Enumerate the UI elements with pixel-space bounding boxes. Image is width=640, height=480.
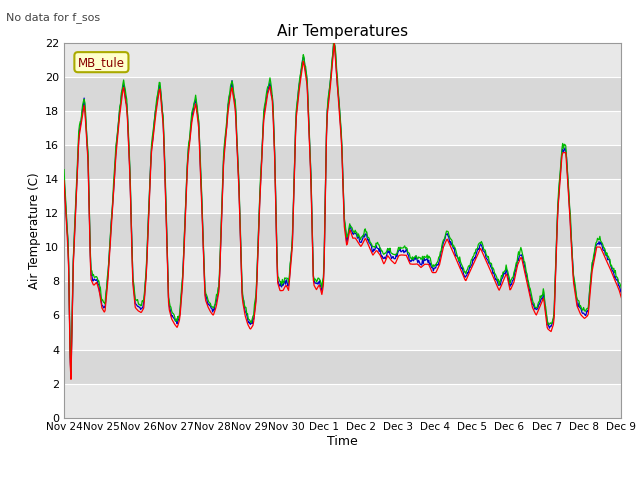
Bar [64, 43, 621, 77]
Bar [64, 315, 621, 349]
Bar [64, 384, 621, 418]
Bar [64, 281, 621, 315]
Bar [64, 349, 621, 384]
X-axis label: Time: Time [327, 435, 358, 448]
Y-axis label: Air Temperature (C): Air Temperature (C) [28, 172, 41, 288]
Text: No data for f_sos: No data for f_sos [6, 12, 100, 23]
Text: MB_tule: MB_tule [78, 56, 125, 69]
Bar [64, 111, 621, 145]
Bar [64, 77, 621, 111]
Bar [64, 247, 621, 281]
Bar [64, 180, 621, 214]
Legend: AirT, li75_t, li77_temp: AirT, li75_t, li77_temp [205, 476, 479, 480]
Bar [64, 214, 621, 247]
Title: Air Temperatures: Air Temperatures [277, 24, 408, 39]
Bar [64, 145, 621, 180]
